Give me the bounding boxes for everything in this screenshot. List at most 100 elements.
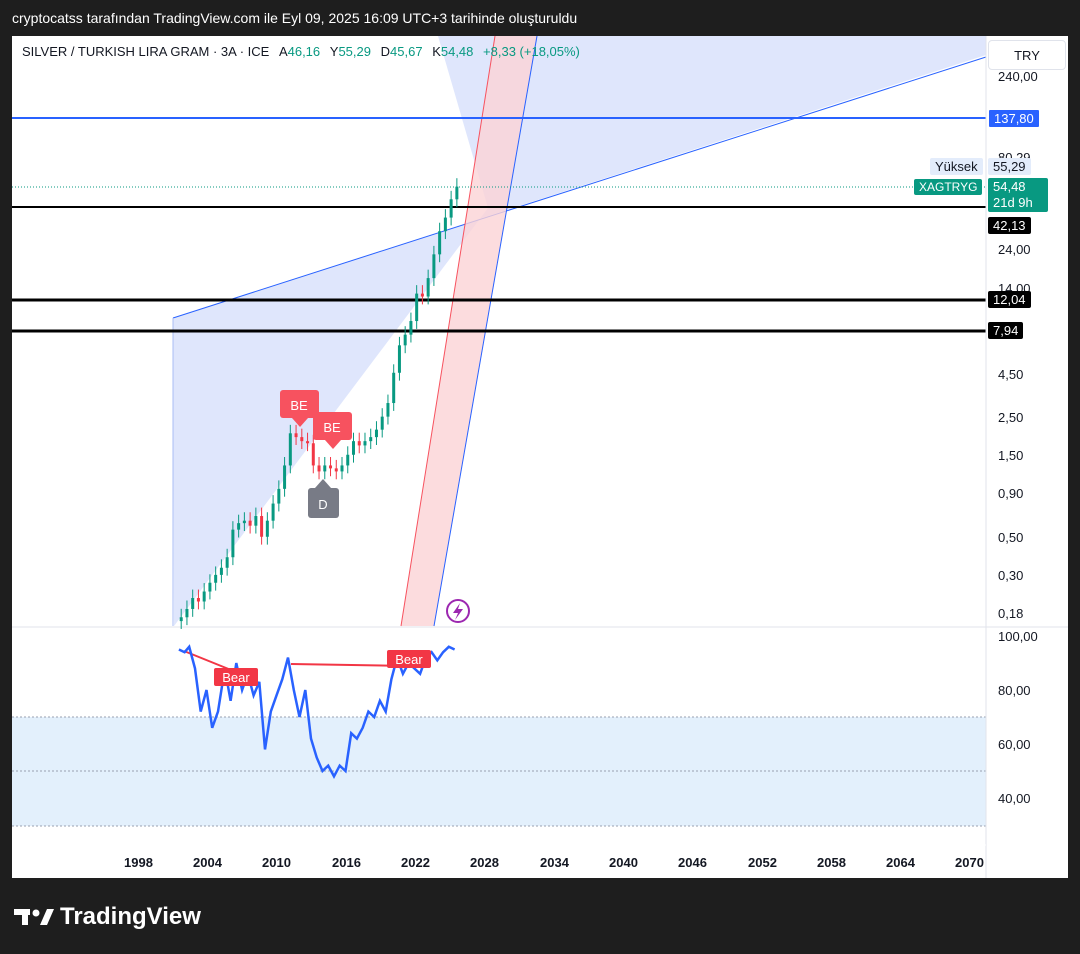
candle-body[interactable] xyxy=(432,254,436,279)
candle-body[interactable] xyxy=(219,567,223,575)
marker-be-2-label: BE xyxy=(323,420,341,435)
candle-body[interactable] xyxy=(346,454,350,466)
candle-body[interactable] xyxy=(392,372,396,404)
candle-body[interactable] xyxy=(369,437,373,442)
candle-body[interactable] xyxy=(397,345,401,373)
candle-body[interactable] xyxy=(208,582,212,592)
level-tag-7[interactable]: 7,94 xyxy=(988,322,1024,339)
time-tick: 2016 xyxy=(332,855,361,870)
time-tick: 2046 xyxy=(678,855,707,870)
rsi-tick: 80,00 xyxy=(998,683,1031,698)
candle-body[interactable] xyxy=(334,468,338,472)
candle-body[interactable] xyxy=(386,403,390,417)
candle-body[interactable] xyxy=(438,231,442,255)
lightning-icon[interactable] xyxy=(446,599,470,623)
candle-body[interactable] xyxy=(191,598,195,609)
legend-close: 54,48 xyxy=(440,44,474,59)
price-tick: 1,50 xyxy=(998,448,1024,463)
candle-body[interactable] xyxy=(300,437,304,442)
candle-body[interactable] xyxy=(329,465,333,469)
marker-d-label: D xyxy=(318,497,327,512)
price-tick: 0,30 xyxy=(998,568,1024,583)
tradingview-logo-icon xyxy=(14,906,54,928)
candle-body[interactable] xyxy=(202,591,206,602)
candle-body[interactable] xyxy=(242,520,246,524)
marker-d[interactable]: D xyxy=(308,479,339,518)
rsi-bear-label-1-text: Bear xyxy=(222,670,250,685)
high-value: 55,29 xyxy=(988,158,1031,175)
rsi-tick: 40,00 xyxy=(998,791,1031,806)
candle-body[interactable] xyxy=(231,529,235,558)
level-tag-12[interactable]: 12,04 xyxy=(988,291,1031,308)
currency-button[interactable]: TRY xyxy=(988,40,1066,70)
candle-body[interactable] xyxy=(306,441,310,444)
candle-body[interactable] xyxy=(248,520,252,526)
level-tag-42[interactable]: 42,13 xyxy=(988,217,1031,234)
legend-open: 46,16 xyxy=(287,44,321,59)
candle-body[interactable] xyxy=(351,441,355,455)
rsi-bear-label-1[interactable]: Bear xyxy=(214,668,258,686)
candle-body[interactable] xyxy=(311,443,315,466)
tradingview-logo[interactable]: TradingView xyxy=(14,902,201,932)
candle-body[interactable] xyxy=(225,557,229,568)
symbol-tag[interactable]: XAGTRYG xyxy=(914,179,983,195)
marker-be-1[interactable]: BE xyxy=(280,390,319,427)
candle-body[interactable] xyxy=(265,520,269,537)
candle-body[interactable] xyxy=(380,416,384,430)
candle-body[interactable] xyxy=(374,429,378,438)
rsi-bear-label-2[interactable]: Bear xyxy=(387,650,431,668)
marker-be-1-label: BE xyxy=(290,398,308,413)
candle-body[interactable] xyxy=(254,516,258,526)
candle-body[interactable] xyxy=(288,433,292,466)
candles-group[interactable] xyxy=(179,178,459,629)
rsi-bear-label-2-text: Bear xyxy=(395,652,423,667)
candle-body[interactable] xyxy=(323,465,327,472)
candle-body[interactable] xyxy=(283,465,287,489)
price-tick: 2,50 xyxy=(998,410,1024,425)
price-tick: 0,18 xyxy=(998,606,1024,621)
legend-high-label: Y xyxy=(329,44,339,59)
time-tick: 2058 xyxy=(817,855,846,870)
candle-body[interactable] xyxy=(363,441,367,446)
candle-body[interactable] xyxy=(357,441,361,446)
time-tick: 2052 xyxy=(748,855,777,870)
caption-bar: cryptocatss tarafından TradingView.com i… xyxy=(0,0,1080,36)
legend-close-label: K xyxy=(432,44,441,59)
legend-symbol: SILVER / TURKISH LIRA GRAM · 3A · ICE xyxy=(22,44,270,59)
candle-body[interactable] xyxy=(426,278,430,297)
candle-body[interactable] xyxy=(277,488,281,504)
level-tag-137[interactable]: 137,80 xyxy=(988,109,1040,128)
candle-body[interactable] xyxy=(185,608,189,618)
candle-body[interactable] xyxy=(420,293,424,297)
candle-body[interactable] xyxy=(294,433,298,438)
rsi-tick: 100,00 xyxy=(998,629,1038,644)
candle-body[interactable] xyxy=(271,503,275,521)
candle-body[interactable] xyxy=(260,516,264,537)
price-tick: 0,50 xyxy=(998,530,1024,545)
candle-body[interactable] xyxy=(443,217,447,232)
chart-legend: SILVER / TURKISH LIRA GRAM · 3A · ICE A4… xyxy=(22,44,580,59)
candle-body[interactable] xyxy=(196,598,200,602)
candle-body[interactable] xyxy=(179,617,183,622)
candle-body[interactable] xyxy=(455,186,459,200)
marker-be-2[interactable]: BE xyxy=(313,412,352,449)
rsi-tick: 60,00 xyxy=(998,737,1031,752)
time-tick: 2070 xyxy=(955,855,984,870)
legend-high: 55,29 xyxy=(338,44,371,59)
candle-body[interactable] xyxy=(403,334,407,346)
legend-low: 45,67 xyxy=(390,44,423,59)
candle-body[interactable] xyxy=(214,574,218,583)
last-price-tag[interactable]: 54,48 21d 9h xyxy=(988,178,1048,212)
candle-body[interactable] xyxy=(317,465,321,472)
currency-label: TRY xyxy=(1014,47,1040,63)
countdown-value: 21d 9h xyxy=(993,195,1033,210)
time-tick: 2022 xyxy=(401,855,430,870)
candle-body[interactable] xyxy=(409,321,413,335)
candle-body[interactable] xyxy=(340,465,344,472)
candle-body[interactable] xyxy=(415,293,419,322)
caption-text: cryptocatss tarafından TradingView.com i… xyxy=(12,10,578,26)
candle-body[interactable] xyxy=(449,199,453,218)
candle-body[interactable] xyxy=(237,523,241,530)
price-tick: 24,00 xyxy=(998,242,1031,257)
